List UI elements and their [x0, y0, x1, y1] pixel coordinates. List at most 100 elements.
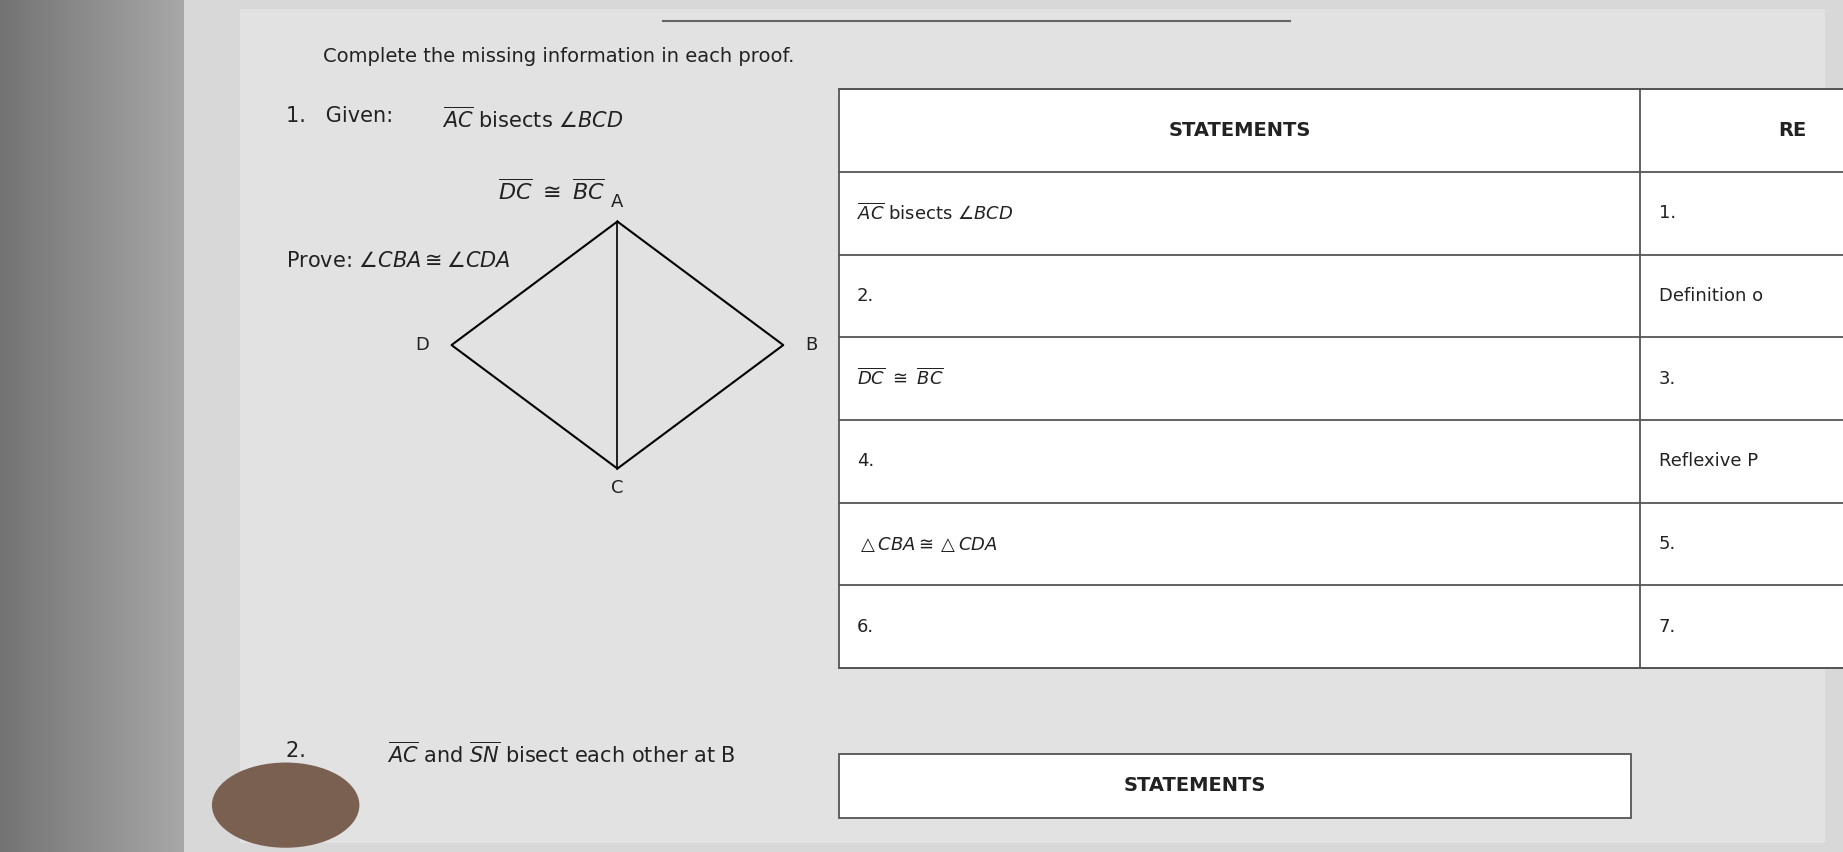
Text: 6.: 6.	[857, 618, 874, 636]
Bar	[37, 0, 42, 852]
Bar	[155, 0, 158, 852]
Bar	[144, 0, 147, 852]
Bar	[177, 0, 181, 852]
Text: STATEMENTS: STATEMENTS	[1124, 776, 1266, 796]
Bar	[15, 0, 20, 852]
Bar	[4, 0, 9, 852]
Bar	[70, 0, 76, 852]
Bar	[111, 0, 114, 852]
Text: 7.: 7.	[1659, 618, 1675, 636]
Bar	[118, 0, 122, 852]
Bar	[77, 0, 81, 852]
Bar	[129, 0, 133, 852]
Bar	[199, 0, 203, 852]
Text: $\overline{DC}$ $\cong$ $\overline{BC}$: $\overline{DC}$ $\cong$ $\overline{BC}$	[498, 179, 605, 204]
Bar	[175, 0, 179, 852]
Text: $\overline{AC}$ bisects $\angle BCD$: $\overline{AC}$ bisects $\angle BCD$	[857, 203, 1014, 224]
Text: $\triangle CBA \cong \triangle CDA$: $\triangle CBA \cong \triangle CDA$	[857, 534, 997, 554]
Text: 3.: 3.	[1659, 370, 1675, 388]
Bar	[57, 0, 61, 852]
Bar	[68, 0, 72, 852]
Bar	[88, 0, 92, 852]
Text: 2.: 2.	[286, 741, 326, 761]
Bar	[18, 0, 22, 852]
Bar	[192, 0, 197, 852]
Bar	[839, 754, 1631, 818]
Bar	[44, 0, 48, 852]
Bar	[120, 0, 123, 852]
Text: Prove: $\angle CBA \cong \angle CDA$: Prove: $\angle CBA \cong \angle CDA$	[286, 251, 511, 271]
Text: RE: RE	[1778, 121, 1806, 141]
Bar	[123, 0, 127, 852]
Bar	[208, 0, 212, 852]
Text: A: A	[612, 193, 623, 211]
Bar	[76, 0, 79, 852]
Bar	[146, 0, 149, 852]
Text: $\overline{DC}$ $\cong$ $\overline{BC}$: $\overline{DC}$ $\cong$ $\overline{BC}$	[857, 368, 944, 389]
Bar	[33, 0, 37, 852]
Bar	[166, 0, 170, 852]
Bar	[92, 0, 98, 852]
Bar	[142, 0, 146, 852]
Bar	[13, 0, 17, 852]
Bar	[81, 0, 87, 852]
Bar	[7, 0, 11, 852]
Bar	[112, 0, 116, 852]
Text: 1.   Given:: 1. Given:	[286, 106, 400, 126]
Bar	[63, 0, 66, 852]
Bar	[181, 0, 186, 852]
Bar	[46, 0, 50, 852]
Bar	[125, 0, 131, 852]
Bar	[190, 0, 194, 852]
Text: 2.: 2.	[857, 287, 874, 305]
Bar	[107, 0, 111, 852]
Bar	[53, 0, 57, 852]
Text: C: C	[612, 479, 623, 497]
Bar	[214, 0, 219, 852]
Bar	[22, 0, 26, 852]
Bar	[55, 0, 59, 852]
Bar	[11, 0, 15, 852]
Bar	[42, 0, 46, 852]
Bar	[186, 0, 190, 852]
Bar	[201, 0, 205, 852]
Bar	[0, 0, 4, 852]
Bar	[98, 0, 101, 852]
Bar	[197, 0, 201, 852]
Bar	[173, 0, 177, 852]
Bar	[158, 0, 164, 852]
Bar	[195, 0, 199, 852]
Bar	[2, 0, 6, 852]
Bar	[31, 0, 35, 852]
Bar	[151, 0, 155, 852]
Bar	[206, 0, 210, 852]
Bar	[136, 0, 142, 852]
Bar	[147, 0, 153, 852]
Text: $\overline{AC}$ and $\overline{SN}$ bisect each other at B: $\overline{AC}$ and $\overline{SN}$ bise…	[387, 741, 735, 767]
Bar	[100, 0, 103, 852]
Bar	[24, 0, 28, 852]
Bar	[212, 0, 216, 852]
Bar	[35, 0, 39, 852]
Bar	[140, 0, 144, 852]
Text: D: D	[415, 336, 429, 354]
Bar	[109, 0, 112, 852]
Bar	[203, 0, 208, 852]
Bar	[65, 0, 68, 852]
Bar	[48, 0, 53, 852]
Text: 5.: 5.	[1659, 535, 1675, 553]
Bar	[210, 0, 214, 852]
Bar	[52, 0, 55, 852]
Bar	[79, 0, 83, 852]
Bar	[219, 0, 223, 852]
Bar	[103, 0, 109, 852]
Bar	[20, 0, 24, 852]
Bar	[164, 0, 168, 852]
Text: Definition o: Definition o	[1659, 287, 1762, 305]
Text: STATEMENTS: STATEMENTS	[1168, 121, 1310, 141]
Bar	[29, 0, 33, 852]
Bar	[96, 0, 100, 852]
Bar	[114, 0, 120, 852]
Bar	[184, 0, 188, 852]
Bar	[179, 0, 182, 852]
